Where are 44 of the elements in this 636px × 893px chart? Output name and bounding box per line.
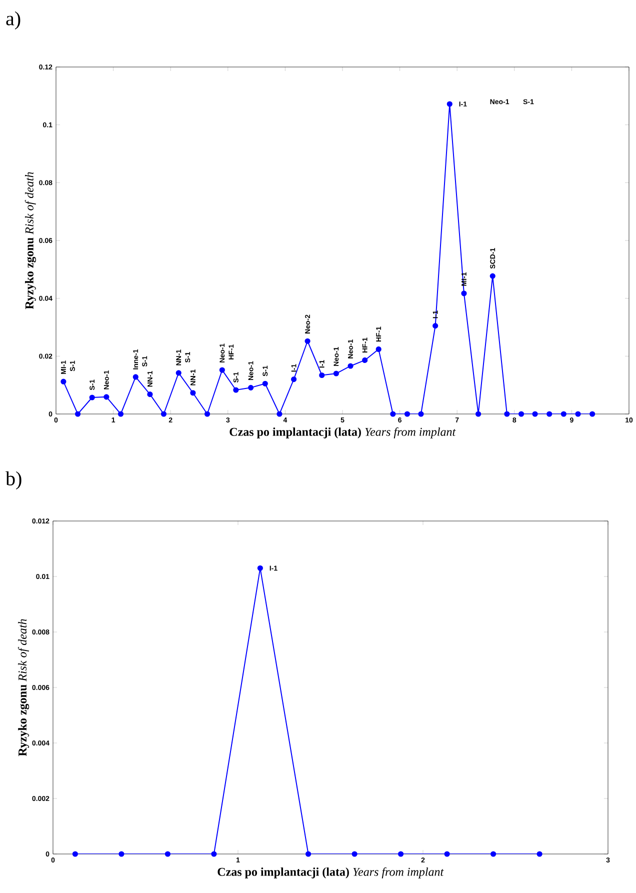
point — [348, 363, 354, 369]
point — [404, 411, 410, 417]
point — [176, 370, 182, 376]
point — [518, 411, 524, 417]
point — [219, 367, 225, 373]
point — [362, 357, 368, 364]
point — [304, 338, 310, 344]
point — [319, 372, 325, 378]
point — [74, 411, 81, 417]
point — [276, 411, 282, 417]
point — [432, 323, 438, 329]
point — [190, 390, 196, 396]
point — [490, 273, 496, 279]
chart-title: a) — [6, 11, 20, 30]
point — [532, 411, 538, 417]
point — [147, 392, 153, 398]
point — [60, 378, 66, 384]
x-axis-title: Czas po implantacji (lata) Years from implant — [218, 867, 444, 878]
y-axis-title: Ryzyko zgonu Risk of death — [24, 172, 36, 310]
point — [575, 411, 581, 417]
point — [333, 370, 339, 376]
point — [504, 411, 510, 417]
point — [248, 384, 254, 390]
point — [560, 411, 566, 417]
point — [546, 411, 552, 417]
point — [160, 411, 167, 417]
chart-title: b) — [6, 471, 22, 490]
point — [376, 346, 382, 352]
point — [204, 411, 210, 417]
point — [132, 374, 138, 380]
point — [118, 411, 124, 417]
point — [446, 101, 452, 107]
point — [590, 411, 596, 417]
point — [104, 394, 110, 400]
point — [233, 387, 239, 393]
y-axis-title: Ryzyko zgonu Risk of death — [18, 619, 30, 756]
point — [89, 394, 95, 400]
point — [390, 411, 396, 417]
point — [475, 411, 482, 417]
point — [290, 376, 297, 382]
point — [262, 380, 268, 386]
x-axis-title: Czas po implantacji (lata) Years from implant — [230, 427, 456, 438]
point — [461, 290, 467, 296]
point — [418, 411, 424, 417]
